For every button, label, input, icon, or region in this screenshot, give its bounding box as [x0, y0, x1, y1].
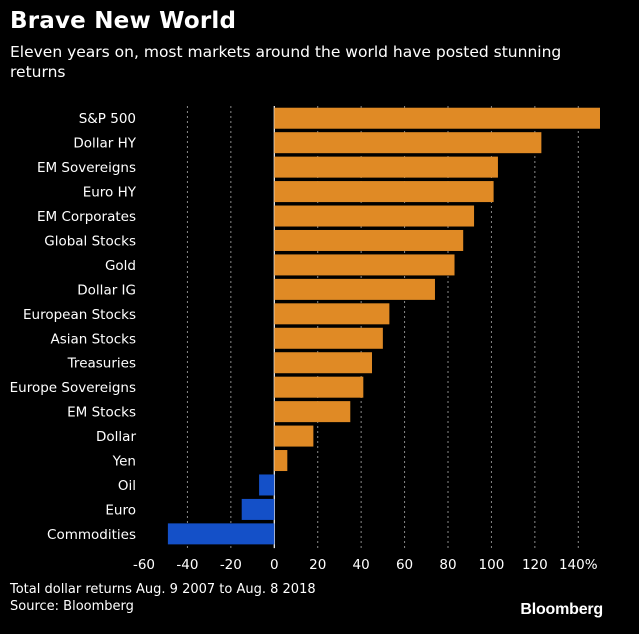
category-label: Global Stocks: [44, 233, 136, 249]
grid-lines: [186, 106, 579, 549]
category-label: Dollar: [96, 429, 136, 445]
source-note: Source: Bloomberg: [10, 599, 134, 614]
bar-oil: [259, 474, 275, 496]
x-tick-label: 100: [479, 557, 505, 573]
x-tick-label: -60: [133, 557, 155, 573]
category-label: Asian Stocks: [50, 331, 136, 347]
category-label: Treasuries: [67, 356, 136, 372]
bloomberg-logo: Bloomberg: [520, 601, 603, 618]
bar-europe-sovereigns: [274, 376, 364, 398]
category-label: Dollar IG: [77, 282, 136, 298]
x-tick-label: -20: [220, 557, 242, 573]
x-tick-label: 80: [439, 557, 456, 573]
bar-chart: S&P 500 Dollar HY EM Sovereigns Euro HY EM C…: [10, 106, 600, 573]
category-label: EM Corporates: [37, 209, 136, 225]
bar-em-corporates: [274, 205, 475, 227]
bar-european-stocks: [274, 303, 390, 325]
x-tick-label: -40: [176, 557, 198, 573]
category-label: Europe Sovereigns: [10, 380, 136, 396]
bar-asian-stocks: [274, 327, 383, 349]
bar-dollar-ig: [274, 278, 435, 300]
bars: [167, 107, 600, 545]
category-label: EM Sovereigns: [37, 160, 136, 176]
category-label: S&P 500: [79, 111, 136, 127]
bar-gold: [274, 254, 455, 276]
chart-subtitle: Eleven years on, most markets around the…: [10, 43, 562, 81]
bar-dollar-hy: [274, 132, 542, 154]
bar-yen: [274, 450, 288, 472]
bar-commodities: [167, 523, 275, 545]
category-label: European Stocks: [23, 307, 136, 323]
bar-s-p-500: [274, 107, 600, 129]
footnote: Total dollar returns Aug. 9 2007 to Aug.…: [10, 582, 316, 597]
category-label: Dollar HY: [73, 136, 136, 152]
x-tick-label: 40: [353, 557, 370, 573]
category-label: Euro HY: [83, 185, 137, 201]
chart-title: Brave New World: [10, 8, 237, 34]
category-label: Yen: [112, 454, 136, 470]
category-label: Commodities: [47, 527, 136, 543]
category-label: Oil: [118, 478, 136, 494]
bar-em-sovereigns: [274, 156, 498, 178]
bar-global-stocks: [274, 229, 464, 251]
bar-euro-hy: [274, 181, 494, 203]
x-tick-label: 0: [270, 557, 279, 573]
category-label: Euro: [105, 502, 136, 518]
x-tick-label: 120: [522, 557, 548, 573]
x-tick-label: 140%: [559, 557, 598, 573]
x-axis-tick-labels: -60 -40 -20 0 20 40 60 80 100 120 140%: [133, 557, 598, 573]
bar-euro: [241, 498, 275, 520]
bar-em-stocks: [274, 401, 351, 423]
bar-treasuries: [274, 352, 372, 374]
x-tick-label: 60: [396, 557, 413, 573]
category-labels: S&P 500 Dollar HY EM Sovereigns Euro HY EM C…: [10, 111, 137, 543]
category-label: EM Stocks: [67, 405, 136, 421]
x-tick-label: 20: [309, 557, 326, 573]
bar-dollar: [274, 425, 314, 447]
category-label: Gold: [105, 258, 136, 274]
